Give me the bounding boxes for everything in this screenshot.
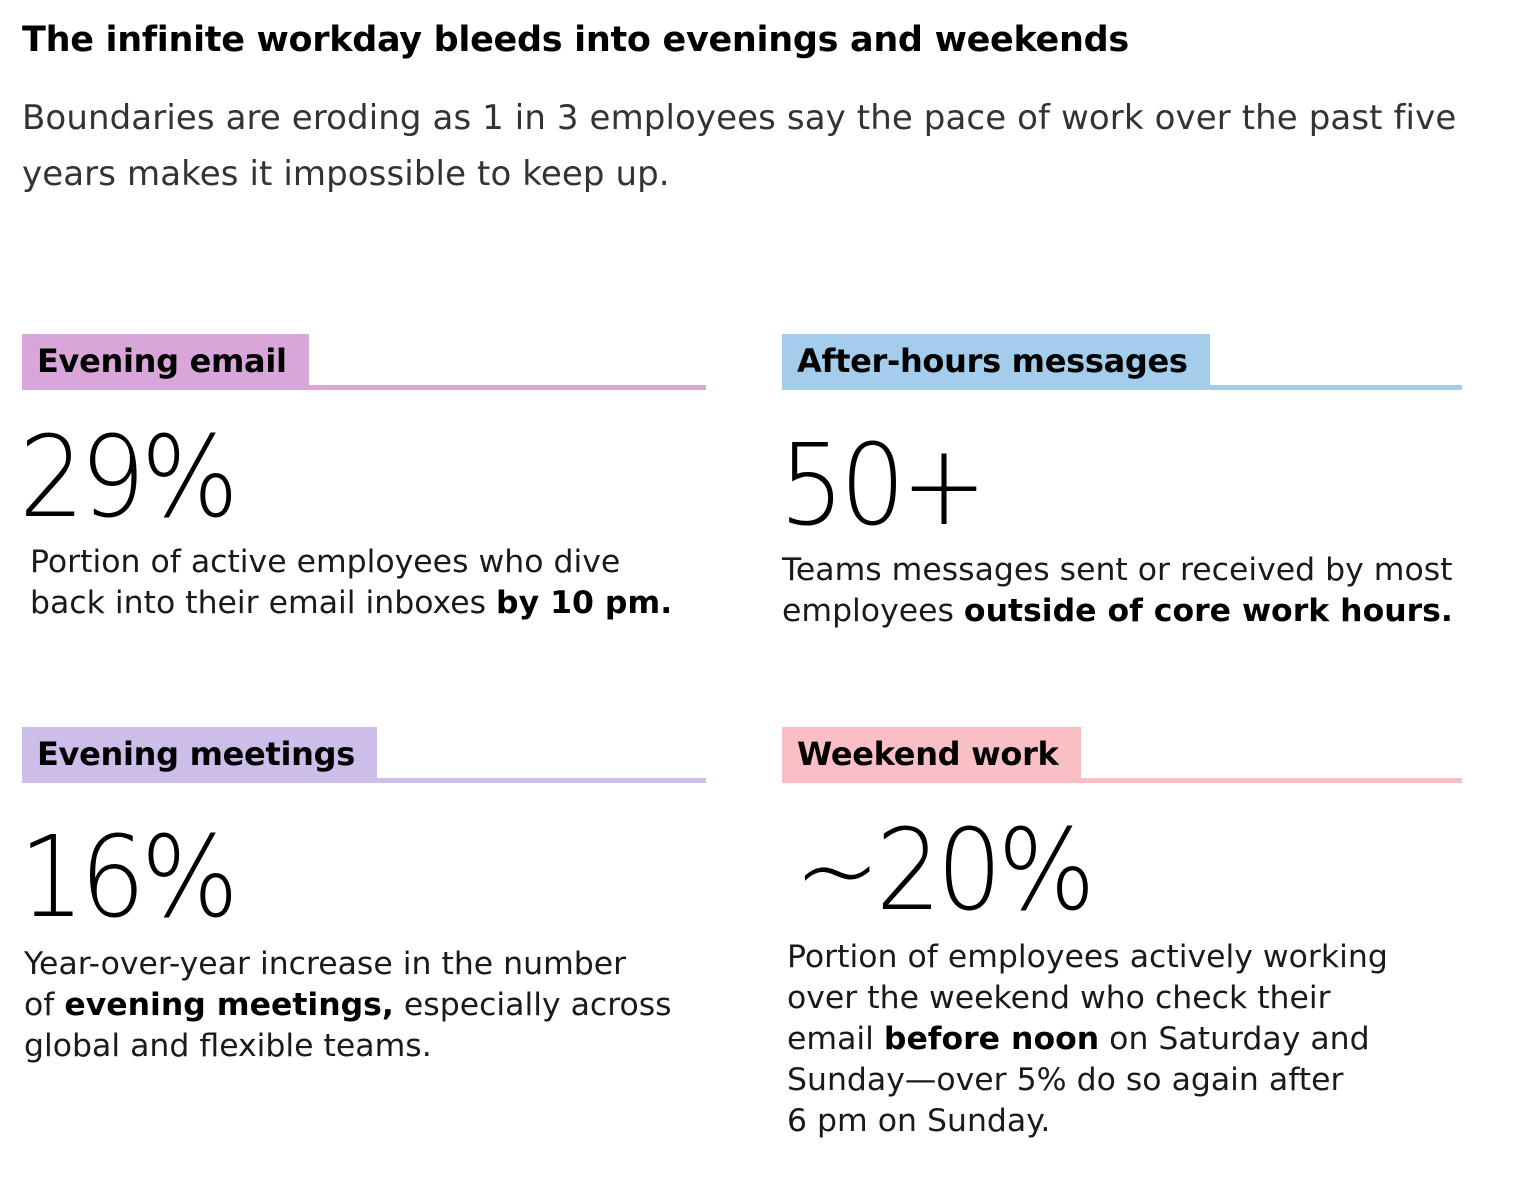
card-label: Evening email — [22, 334, 309, 390]
card-evening-meetings: Evening meetings 16% Year-over-year incr… — [19, 727, 706, 1087]
card-description: Teams messages sent or received by most … — [782, 550, 1453, 632]
desc-line: Portion of active employees who dive — [30, 544, 621, 580]
desc-line: over the weekend who check their — [787, 980, 1331, 1016]
card-accent-rule — [782, 778, 1462, 783]
card-header: Evening email — [22, 334, 706, 390]
card-stat-value: 16% — [19, 813, 239, 943]
page-subtitle: Boundaries are eroding as 1 in 3 employe… — [22, 98, 1457, 194]
desc-line: Year-over-year increase in the number — [24, 946, 627, 982]
card-label: After-hours messages — [782, 334, 1210, 390]
card-evening-email: Evening email 29% Portion of active empl… — [19, 334, 706, 634]
card-header: Weekend work — [782, 727, 1462, 783]
desc-emphasis: by 10 pm. — [496, 585, 673, 621]
card-stat-value: 50+ — [779, 421, 987, 551]
desc-line: global and flexible teams. — [24, 1028, 432, 1064]
desc-line: Portion of employees actively working — [787, 939, 1388, 975]
card-after-hours-messages: After-hours messages 50+ Teams messages … — [779, 334, 1462, 634]
card-label: Weekend work — [782, 727, 1081, 783]
desc-text: of — [24, 987, 65, 1023]
card-accent-rule — [22, 385, 706, 390]
desc-text: on Saturday and — [1099, 1021, 1370, 1057]
desc-emphasis: evening meetings, — [64, 987, 394, 1023]
desc-line: Sunday—over 5% do so again after — [787, 1062, 1344, 1098]
desc-emphasis: before noon — [883, 1021, 1100, 1057]
desc-text: especially across — [393, 987, 672, 1023]
desc-emphasis: outside of core work hours. — [963, 593, 1453, 629]
card-description: Year-over-year increase in the number of… — [24, 944, 672, 1067]
desc-line: Teams messages sent or received by most — [782, 552, 1453, 588]
card-stat-value: ~20% — [794, 806, 1096, 936]
card-label: Evening meetings — [22, 727, 377, 783]
desc-text: email — [787, 1021, 884, 1057]
card-header: After-hours messages — [782, 334, 1462, 390]
card-description: Portion of active employees who dive bac… — [30, 542, 672, 624]
card-stat-value: 29% — [19, 413, 239, 543]
card-description: Portion of employees actively working ov… — [787, 937, 1388, 1142]
desc-text: back into their email inboxes — [30, 585, 497, 621]
desc-line: 6 pm on Sunday. — [787, 1103, 1051, 1139]
card-weekend-work: Weekend work ~20% Portion of employees a… — [782, 727, 1462, 1167]
desc-text: employees — [782, 593, 964, 629]
card-header: Evening meetings — [22, 727, 706, 783]
page-title: The infinite workday bleeds into evening… — [22, 20, 1129, 60]
